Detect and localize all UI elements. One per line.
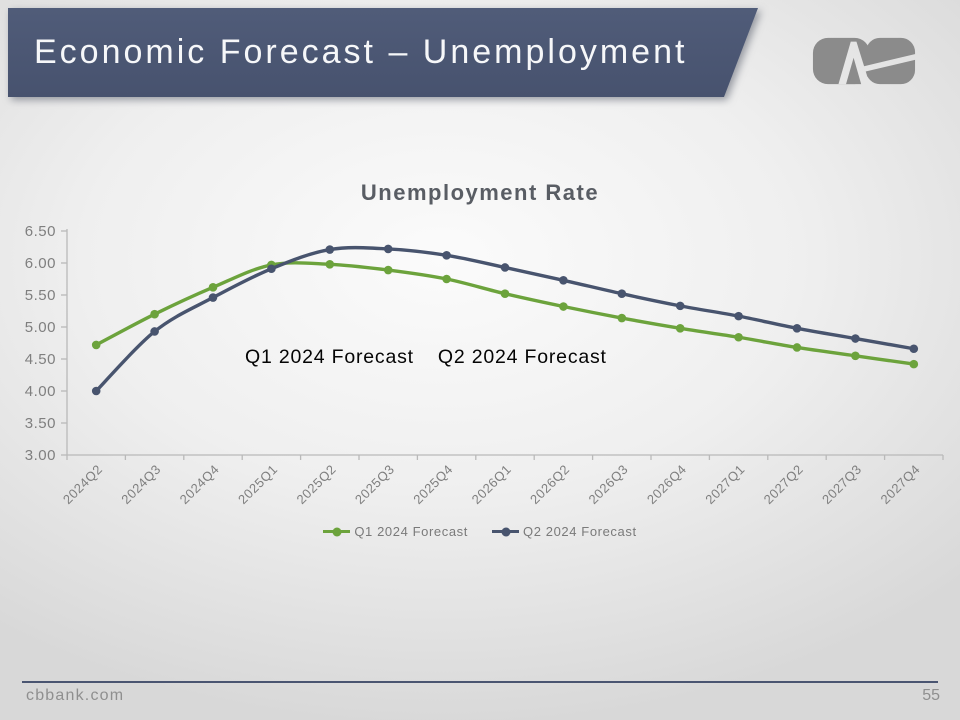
x-tick-label: 2025Q3 — [352, 462, 397, 507]
x-tick-label: 2025Q4 — [410, 462, 455, 507]
legend-label: Q2 2024 Forecast — [523, 524, 637, 539]
annotation-q1-2024-forecast: Q1 2024 Forecast — [245, 346, 414, 368]
y-tick-label: 5.00 — [25, 319, 56, 336]
data-point-series-1 — [267, 264, 276, 274]
chart-legend: Q1 2024 Forecast Q2 2024 Forecast — [0, 524, 960, 539]
header-banner-shape: Economic Forecast – Unemployment — [8, 8, 758, 97]
data-point-series-0 — [500, 289, 510, 299]
x-tick-label: 2024Q2 — [60, 462, 105, 507]
y-tick-label: 6.00 — [25, 255, 56, 272]
x-tick-label: 2027Q2 — [761, 462, 806, 507]
data-point-series-1 — [675, 301, 685, 311]
footer-website: cbbank.com — [26, 687, 125, 704]
footer-page-number: 55 — [922, 687, 940, 704]
data-point-series-0 — [617, 313, 627, 323]
data-point-series-0 — [325, 259, 335, 269]
data-point-series-0 — [91, 340, 101, 350]
data-point-series-0 — [734, 332, 743, 342]
legend-item-q1-2024-forecast: Q1 2024 Forecast — [323, 524, 468, 539]
data-point-series-0 — [851, 351, 860, 361]
data-point-series-0 — [150, 309, 159, 319]
data-point-series-1 — [91, 386, 101, 396]
legend-line-marker-icon — [492, 527, 519, 536]
chart-annotations: Q1 2024 Forecast Q2 2024 Forecast — [245, 346, 607, 369]
cvb-logo-glyph — [812, 35, 916, 87]
data-point-series-0 — [442, 274, 451, 284]
x-tick-label: 2024Q4 — [177, 462, 222, 507]
legend-label: Q1 2024 Forecast — [354, 524, 468, 539]
data-point-series-0 — [208, 283, 218, 292]
data-point-series-1 — [734, 311, 743, 321]
data-point-series-1 — [383, 244, 393, 254]
legend-dot-icon — [501, 527, 510, 536]
footer-divider — [22, 681, 938, 683]
data-point-series-1 — [150, 327, 159, 336]
x-tick-label: 2026Q2 — [527, 462, 572, 507]
data-point-series-1 — [500, 263, 510, 272]
y-tick-label: 5.50 — [25, 287, 56, 304]
legend-dot-icon — [332, 527, 342, 536]
x-tick-label: 2026Q3 — [585, 462, 630, 507]
data-point-series-0 — [559, 302, 568, 311]
y-tick-label: 4.00 — [25, 383, 56, 400]
data-point-series-1 — [325, 245, 335, 254]
data-point-series-1 — [617, 289, 627, 299]
x-tick-label: 2027Q3 — [819, 462, 864, 507]
x-tick-label: 2026Q1 — [469, 462, 514, 507]
data-point-series-0 — [675, 323, 685, 333]
data-point-series-1 — [792, 323, 802, 333]
annotation-q2-2024-forecast: Q2 2024 Forecast — [437, 346, 607, 368]
x-tick-label: 2024Q3 — [118, 462, 163, 507]
axes — [66, 229, 943, 456]
x-tick-label: 2027Q4 — [877, 462, 922, 507]
x-tick-label: 2027Q1 — [702, 462, 747, 507]
y-tick-label: 4.50 — [25, 351, 56, 368]
data-point-series-0 — [383, 265, 393, 275]
x-tick-label: 2025Q1 — [235, 462, 280, 507]
cvb-bank-logo-icon — [812, 35, 916, 87]
data-point-series-1 — [909, 344, 919, 354]
x-tick-label: 2025Q2 — [293, 462, 338, 507]
y-tick-label: 6.50 — [25, 223, 56, 240]
header-banner: Economic Forecast – Unemployment — [8, 8, 758, 97]
data-point-series-1 — [559, 275, 568, 285]
y-tick-label: 3.50 — [25, 415, 56, 432]
x-tick-label: 2026Q4 — [644, 462, 689, 507]
chart-title: Unemployment Rate — [360, 180, 600, 205]
data-point-series-1 — [442, 251, 451, 260]
data-point-series-0 — [792, 343, 802, 352]
data-point-series-0 — [909, 359, 919, 369]
data-point-series-1 — [851, 334, 860, 343]
y-tick-label: 3.00 — [25, 447, 56, 464]
legend-line-marker-icon — [323, 527, 351, 536]
legend-item-q2-2024-forecast: Q2 2024 Forecast — [492, 524, 637, 539]
slide-title: Economic Forecast – Unemployment — [34, 33, 688, 71]
data-point-series-1 — [208, 293, 218, 302]
